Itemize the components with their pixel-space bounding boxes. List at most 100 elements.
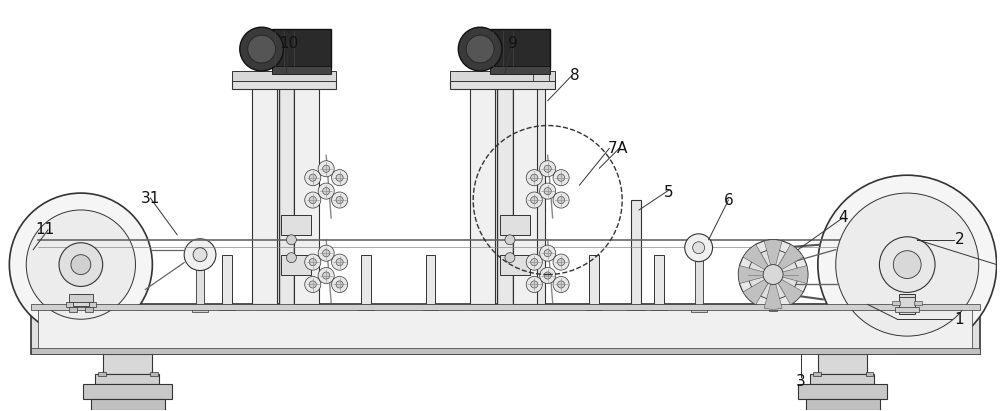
Circle shape <box>286 253 296 263</box>
Bar <box>500 255 530 275</box>
Bar <box>892 301 900 305</box>
Bar <box>818 354 867 374</box>
Bar <box>281 215 311 235</box>
Text: 7: 7 <box>607 141 617 156</box>
Bar <box>98 372 106 376</box>
Bar <box>217 307 237 311</box>
Circle shape <box>526 254 542 270</box>
Bar <box>294 86 319 304</box>
Circle shape <box>558 259 565 266</box>
Bar <box>895 307 919 312</box>
Bar <box>914 301 922 305</box>
Bar <box>103 354 152 374</box>
Circle shape <box>323 165 330 172</box>
Bar <box>69 294 93 302</box>
Text: A: A <box>617 141 627 156</box>
Circle shape <box>553 192 569 208</box>
Bar <box>31 304 980 354</box>
Circle shape <box>318 268 334 284</box>
Circle shape <box>332 192 348 208</box>
Circle shape <box>318 161 334 177</box>
Circle shape <box>323 187 330 195</box>
Circle shape <box>318 183 334 199</box>
Bar <box>654 255 664 309</box>
Bar <box>232 79 336 89</box>
Circle shape <box>184 239 216 270</box>
Bar <box>631 200 641 309</box>
Circle shape <box>531 196 538 203</box>
Bar <box>649 307 669 311</box>
Bar <box>899 298 915 309</box>
Wedge shape <box>773 275 803 305</box>
Circle shape <box>893 251 921 279</box>
Circle shape <box>71 255 91 275</box>
Bar <box>691 307 707 312</box>
Bar <box>813 372 821 376</box>
Bar <box>31 304 980 310</box>
Bar <box>279 81 294 309</box>
Bar <box>192 304 208 312</box>
Wedge shape <box>764 275 782 309</box>
Bar <box>91 399 165 410</box>
Circle shape <box>540 161 556 177</box>
Bar <box>361 255 371 309</box>
Text: 6: 6 <box>724 192 733 208</box>
Bar <box>589 255 599 309</box>
Bar <box>806 399 880 410</box>
Circle shape <box>59 243 103 286</box>
Circle shape <box>531 281 538 288</box>
Bar <box>490 29 550 69</box>
Circle shape <box>332 277 348 293</box>
Circle shape <box>748 250 798 299</box>
Text: 31: 31 <box>141 191 160 206</box>
Bar <box>497 81 513 309</box>
Bar <box>73 294 89 306</box>
Circle shape <box>336 174 343 181</box>
Bar <box>196 268 204 307</box>
Circle shape <box>9 193 152 336</box>
Circle shape <box>26 210 135 319</box>
Bar <box>798 384 887 399</box>
Text: 5: 5 <box>664 185 674 200</box>
Bar <box>69 307 77 312</box>
Circle shape <box>693 242 705 254</box>
Bar <box>899 294 915 314</box>
Bar <box>66 302 96 307</box>
Circle shape <box>879 237 935 292</box>
Bar <box>272 29 331 69</box>
Circle shape <box>553 254 569 270</box>
Circle shape <box>526 170 542 186</box>
Circle shape <box>286 235 296 245</box>
Bar <box>358 304 374 310</box>
Bar <box>513 86 538 304</box>
Circle shape <box>836 193 979 336</box>
Circle shape <box>193 248 207 262</box>
Text: 3: 3 <box>796 374 806 389</box>
Circle shape <box>323 249 330 257</box>
Bar <box>356 307 376 311</box>
Text: 8: 8 <box>570 68 579 83</box>
Circle shape <box>305 192 321 208</box>
Bar <box>695 260 703 309</box>
Bar <box>450 79 555 89</box>
Text: 10: 10 <box>279 36 298 51</box>
Circle shape <box>336 259 343 266</box>
Text: 1: 1 <box>954 312 964 327</box>
Circle shape <box>540 183 556 199</box>
Circle shape <box>332 254 348 270</box>
Circle shape <box>332 170 348 186</box>
Bar <box>219 304 235 310</box>
Circle shape <box>553 170 569 186</box>
Bar <box>627 304 645 310</box>
Bar <box>500 215 530 235</box>
Circle shape <box>544 249 551 257</box>
Wedge shape <box>743 245 773 275</box>
Bar <box>421 307 440 311</box>
Text: 4: 4 <box>838 210 847 225</box>
Bar <box>537 76 545 304</box>
Circle shape <box>305 170 321 186</box>
Text: 9: 9 <box>508 36 518 51</box>
Circle shape <box>248 35 276 63</box>
Circle shape <box>544 272 551 279</box>
Bar <box>150 372 158 376</box>
